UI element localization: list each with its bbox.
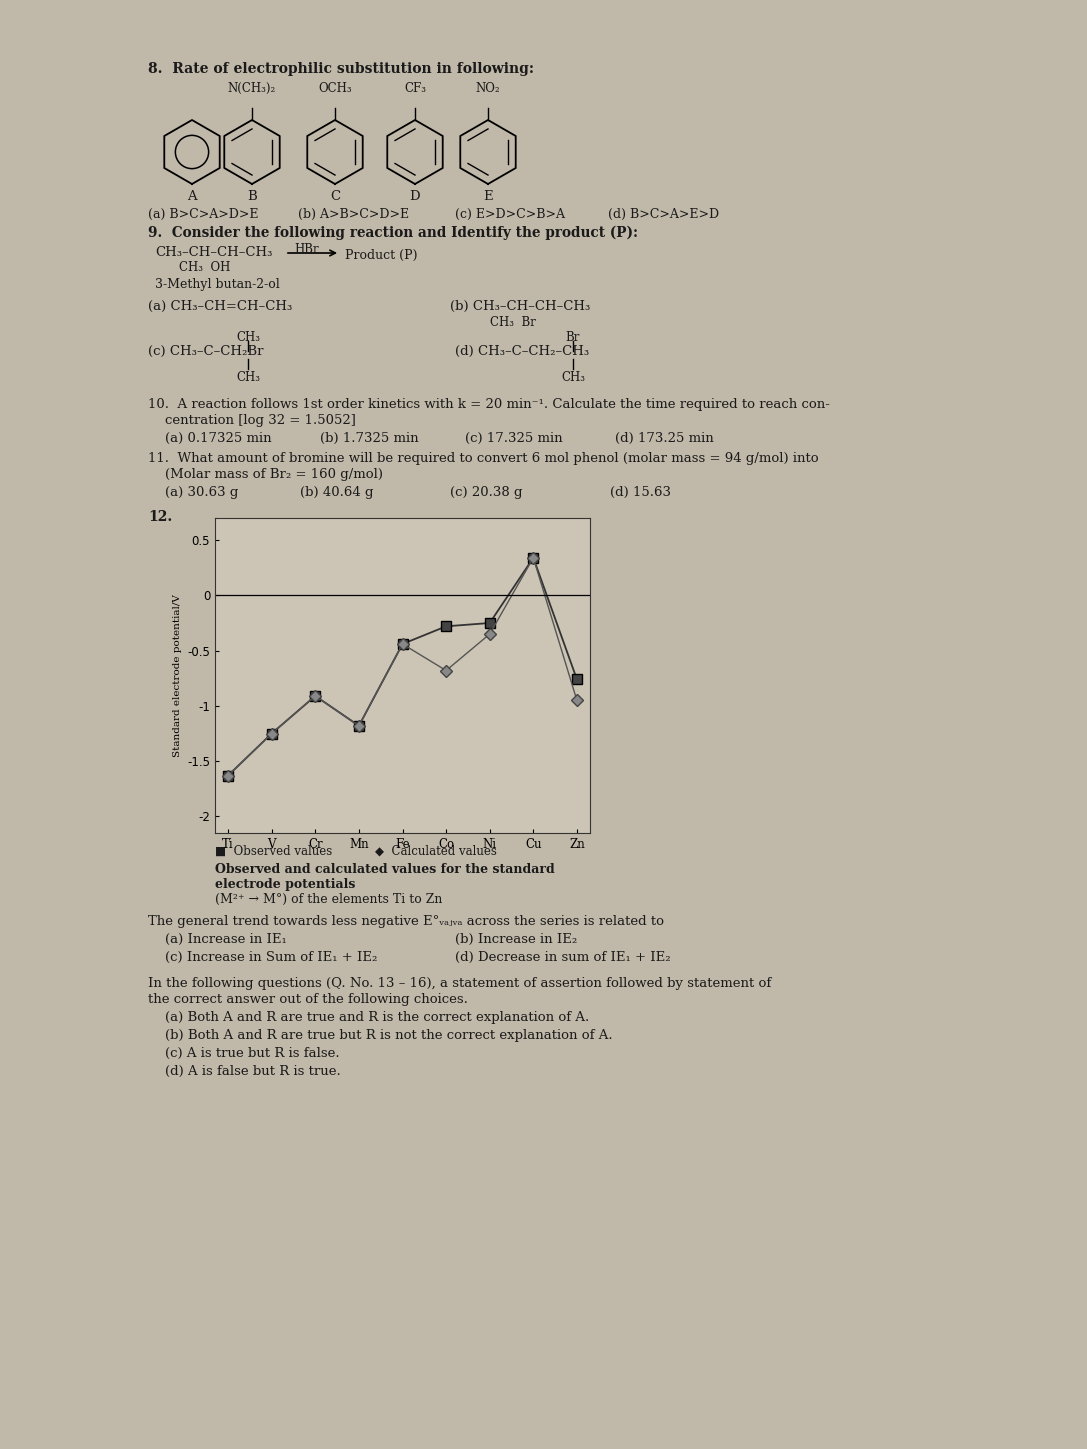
Text: CH₃: CH₃: [236, 371, 260, 384]
Text: E: E: [484, 190, 492, 203]
Text: Product (P): Product (P): [345, 249, 417, 262]
Text: 10.  A reaction follows 1st order kinetics with k = 20 min⁻¹. Calculate the time: 10. A reaction follows 1st order kinetic…: [148, 398, 829, 412]
Text: (a) Increase in IE₁: (a) Increase in IE₁: [165, 933, 287, 946]
Observed values: [352, 717, 365, 735]
Text: (c) Increase in Sum of IE₁ + IE₂: (c) Increase in Sum of IE₁ + IE₂: [165, 951, 377, 964]
Text: B: B: [247, 190, 257, 203]
Text: (d) 15.63: (d) 15.63: [610, 485, 671, 498]
Text: CF₃: CF₃: [404, 83, 426, 96]
Calculated values: [571, 691, 584, 709]
Text: (b) CH₃–CH–CH–CH₃: (b) CH₃–CH–CH–CH₃: [450, 300, 590, 313]
Text: Br: Br: [566, 330, 580, 343]
Text: (Molar mass of Br₂ = 160 g/mol): (Molar mass of Br₂ = 160 g/mol): [165, 468, 383, 481]
Text: (c) E>D>C>B>A: (c) E>D>C>B>A: [455, 209, 565, 222]
Observed values: [265, 724, 278, 742]
Text: C: C: [330, 190, 340, 203]
Text: 3-Methyl butan-2-ol: 3-Methyl butan-2-ol: [155, 278, 279, 291]
Text: the correct answer out of the following choices.: the correct answer out of the following …: [148, 993, 467, 1006]
Observed values: [222, 767, 235, 784]
Observed values: [309, 687, 322, 704]
Text: (d) CH₃–C–CH₂–CH₃: (d) CH₃–C–CH₂–CH₃: [455, 345, 589, 358]
Calculated values: [439, 662, 452, 680]
Text: (d) A is false but R is true.: (d) A is false but R is true.: [165, 1065, 340, 1078]
Text: (a) CH₃–CH=CH–CH₃: (a) CH₃–CH=CH–CH₃: [148, 300, 292, 313]
Text: (b) Both A and R are true but R is not the correct explanation of A.: (b) Both A and R are true but R is not t…: [165, 1029, 613, 1042]
Calculated values: [265, 724, 278, 742]
Text: (a) Both A and R are true and R is the correct explanation of A.: (a) Both A and R are true and R is the c…: [165, 1011, 589, 1024]
Calculated values: [222, 767, 235, 784]
Text: (d) B>C>A>E>D: (d) B>C>A>E>D: [608, 209, 720, 222]
Calculated values: [309, 687, 322, 704]
Text: N(CH₃)₂: N(CH₃)₂: [228, 83, 276, 96]
Observed values: [439, 617, 452, 635]
Text: (c) 20.38 g: (c) 20.38 g: [450, 485, 523, 498]
Observed values: [396, 635, 409, 652]
Calculated values: [396, 635, 409, 652]
Text: 12.: 12.: [148, 510, 172, 525]
Text: ◆  Calculated values: ◆ Calculated values: [375, 845, 497, 858]
Text: 9.  Consider the following reaction and Identify the product (P):: 9. Consider the following reaction and I…: [148, 226, 638, 241]
Line: Calculated values: Calculated values: [224, 554, 582, 780]
Text: (d) Decrease in sum of IE₁ + IE₂: (d) Decrease in sum of IE₁ + IE₂: [455, 951, 671, 964]
Text: 11.  What amount of bromine will be required to convert 6 mol phenol (molar mass: 11. What amount of bromine will be requi…: [148, 452, 819, 465]
Text: 8.  Rate of electrophilic substitution in following:: 8. Rate of electrophilic substitution in…: [148, 62, 534, 75]
Text: CH₃–CH–CH–CH₃: CH₃–CH–CH–CH₃: [155, 246, 273, 259]
Text: centration [log 32 = 1.5052]: centration [log 32 = 1.5052]: [165, 414, 355, 427]
Text: (a) B>C>A>D>E: (a) B>C>A>D>E: [148, 209, 259, 222]
Calculated values: [527, 549, 540, 567]
Calculated values: [484, 626, 497, 643]
Text: CH₃  OH: CH₃ OH: [179, 261, 230, 274]
Text: OCH₃: OCH₃: [318, 83, 352, 96]
Text: CH₃: CH₃: [236, 330, 260, 343]
Text: CH₃: CH₃: [561, 371, 585, 384]
Text: (d) 173.25 min: (d) 173.25 min: [615, 432, 714, 445]
Text: (c) A is true but R is false.: (c) A is true but R is false.: [165, 1048, 339, 1061]
Text: HBr: HBr: [293, 243, 318, 256]
Text: In the following questions (Q. No. 13 – 16), a statement of assertion followed b: In the following questions (Q. No. 13 – …: [148, 977, 772, 990]
Observed values: [484, 614, 497, 632]
Text: D: D: [410, 190, 421, 203]
Text: (a) 30.63 g: (a) 30.63 g: [165, 485, 238, 498]
Text: Observed and calculated values for the standard: Observed and calculated values for the s…: [215, 864, 554, 877]
Text: NO₂: NO₂: [476, 83, 500, 96]
Text: (M²⁺ → M°) of the elements Ti to Zn: (M²⁺ → M°) of the elements Ti to Zn: [215, 893, 442, 906]
Observed values: [571, 671, 584, 688]
Calculated values: [352, 717, 365, 735]
Text: The general trend towards less negative E°ᵥₐⱼᵥₐ across the series is related to: The general trend towards less negative …: [148, 914, 664, 927]
Text: (c) CH₃–C–CH₂Br: (c) CH₃–C–CH₂Br: [148, 345, 263, 358]
Text: A: A: [187, 190, 197, 203]
Line: Observed values: Observed values: [223, 554, 582, 781]
Text: electrode potentials: electrode potentials: [215, 878, 355, 891]
Text: (b) 40.64 g: (b) 40.64 g: [300, 485, 374, 498]
Text: (b) Increase in IE₂: (b) Increase in IE₂: [455, 933, 577, 946]
Y-axis label: Standard electrode potential/V: Standard electrode potential/V: [173, 594, 182, 756]
Text: (b) A>B>C>D>E: (b) A>B>C>D>E: [298, 209, 409, 222]
Text: (b) 1.7325 min: (b) 1.7325 min: [320, 432, 418, 445]
Text: ■  Observed values: ■ Observed values: [215, 845, 333, 858]
Text: CH₃  Br: CH₃ Br: [490, 316, 536, 329]
Observed values: [527, 549, 540, 567]
Text: (a) 0.17325 min: (a) 0.17325 min: [165, 432, 272, 445]
Text: (c) 17.325 min: (c) 17.325 min: [465, 432, 563, 445]
